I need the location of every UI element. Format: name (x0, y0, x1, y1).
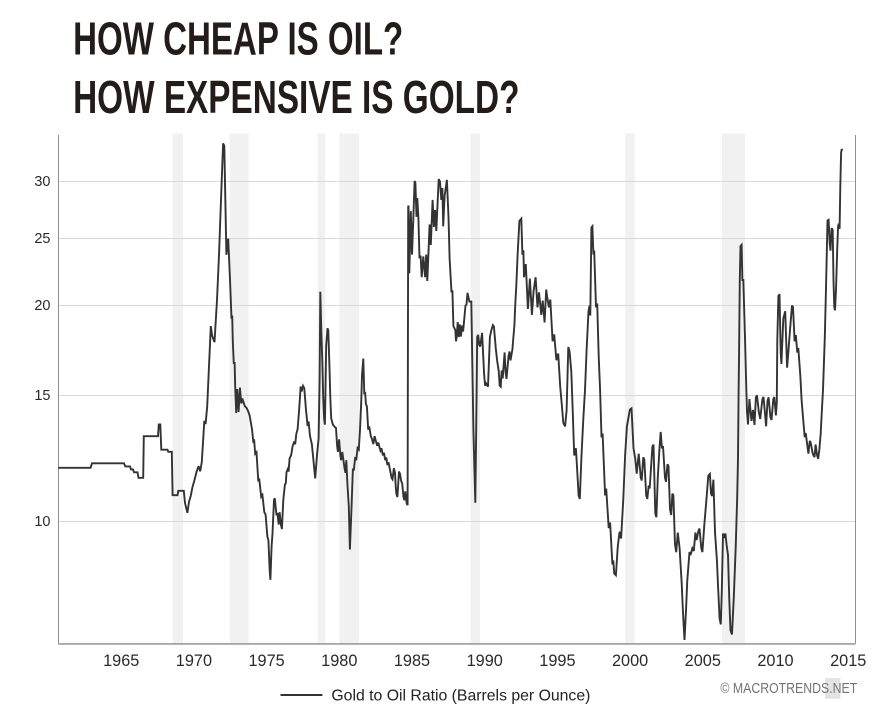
svg-text:1980: 1980 (321, 652, 357, 670)
svg-text:1995: 1995 (539, 652, 575, 670)
svg-text:30: 30 (34, 174, 50, 190)
svg-text:1990: 1990 (467, 652, 503, 670)
svg-text:Gold to Oil Ratio (Barrels per: Gold to Oil Ratio (Barrels per Ounce) (331, 688, 590, 705)
svg-text:2000: 2000 (612, 652, 648, 670)
svg-text:2005: 2005 (685, 652, 721, 670)
svg-text:HOW EXPENSIVE IS GOLD?: HOW EXPENSIVE IS GOLD? (73, 71, 519, 124)
svg-text:20: 20 (34, 298, 50, 314)
svg-text:1985: 1985 (394, 652, 430, 670)
svg-text:1975: 1975 (248, 652, 284, 670)
svg-text:25: 25 (34, 231, 50, 247)
svg-text:10: 10 (34, 514, 50, 530)
svg-text:2015: 2015 (830, 652, 866, 670)
svg-text:1965: 1965 (103, 652, 139, 670)
svg-text:15: 15 (34, 388, 50, 404)
svg-text:1970: 1970 (176, 652, 212, 670)
svg-text:© MACROTRENDS.NET: © MACROTRENDS.NET (720, 680, 857, 696)
svg-text:HOW CHEAP IS OIL?: HOW CHEAP IS OIL? (73, 13, 403, 65)
svg-text:2010: 2010 (757, 652, 793, 670)
